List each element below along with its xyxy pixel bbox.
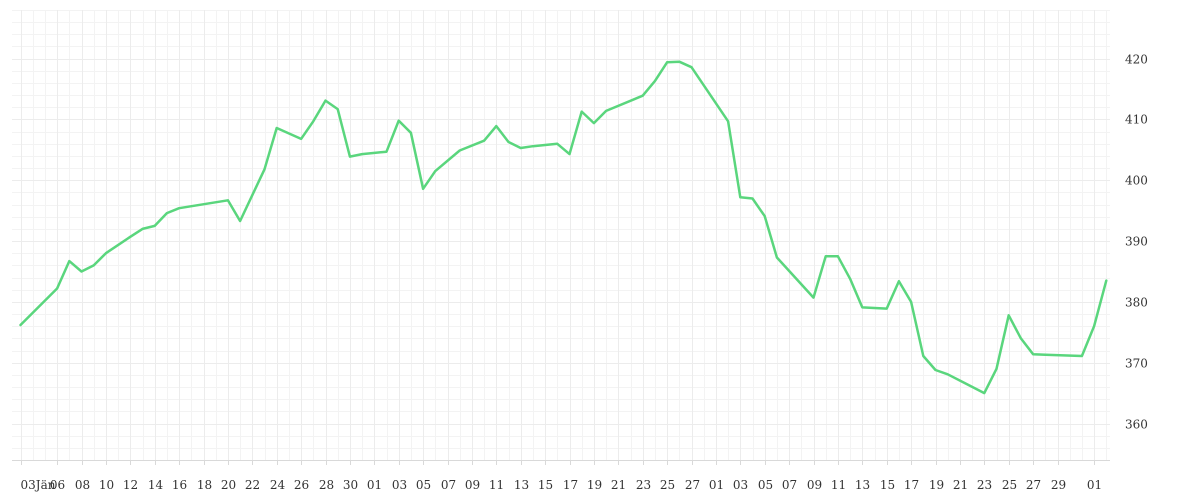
x-tick-label: 09 bbox=[465, 478, 480, 492]
x-tick-label: 18 bbox=[197, 478, 212, 492]
x-tick-label: 03 bbox=[733, 478, 748, 492]
x-tick-label: 28 bbox=[319, 478, 334, 492]
x-tick-label: 05 bbox=[758, 478, 773, 492]
x-tick-label: 30 bbox=[343, 478, 358, 492]
x-tick-label: 19 bbox=[929, 478, 944, 492]
x-tick-label: 15 bbox=[880, 478, 895, 492]
y-tick-label: 410 bbox=[1125, 113, 1148, 127]
y-tick-label: 390 bbox=[1125, 235, 1148, 249]
x-tick-label: 17 bbox=[904, 478, 919, 492]
major-grid bbox=[12, 10, 1110, 460]
x-tick-label: 22 bbox=[245, 478, 260, 492]
x-tick-label: 03Jän bbox=[21, 478, 56, 492]
y-tick-label: 370 bbox=[1125, 357, 1148, 371]
x-tick-label: 25 bbox=[660, 478, 675, 492]
x-tick-label: 20 bbox=[221, 478, 236, 492]
y-tick-label: 420 bbox=[1125, 53, 1148, 67]
x-tick-label: 11 bbox=[831, 478, 846, 492]
x-tick-label: 23 bbox=[636, 478, 651, 492]
x-tick-label: 10 bbox=[99, 478, 114, 492]
x-tick-label: 01 bbox=[709, 478, 724, 492]
x-tick-label: 13 bbox=[514, 478, 529, 492]
x-tick-label: 16 bbox=[172, 478, 187, 492]
x-tick-label: 01 bbox=[1087, 478, 1102, 492]
x-tick-label: 05 bbox=[416, 478, 431, 492]
x-tick-label: 21 bbox=[953, 478, 968, 492]
x-tick-label: 09 bbox=[807, 478, 822, 492]
x-tick-label: 21 bbox=[611, 478, 626, 492]
x-tick-label: 11 bbox=[489, 478, 504, 492]
y-tick-label: 400 bbox=[1125, 174, 1148, 188]
series-layer bbox=[19, 60, 1108, 395]
x-tick-label: 26 bbox=[294, 478, 309, 492]
x-tick-label: 12 bbox=[123, 478, 138, 492]
x-tick-label: 27 bbox=[685, 478, 700, 492]
y-axis-ticks: 360 370 380 390 400 410 420 bbox=[1125, 53, 1148, 432]
x-tick-label: 19 bbox=[587, 478, 602, 492]
minor-grid bbox=[12, 10, 1110, 461]
y-tick-label: 380 bbox=[1125, 296, 1148, 310]
series-line bbox=[19, 60, 1108, 395]
x-tick-label: 27 bbox=[1026, 478, 1041, 492]
x-tick-label: 07 bbox=[441, 478, 456, 492]
x-tick-label: 23 bbox=[977, 478, 992, 492]
x-tick-label: 14 bbox=[148, 478, 164, 492]
x-tick-label: 08 bbox=[75, 478, 90, 492]
x-tick-label: 17 bbox=[563, 478, 578, 492]
x-tick-label: 24 bbox=[270, 478, 286, 492]
x-tick-label: 25 bbox=[1002, 478, 1017, 492]
x-tick-label: 03 bbox=[392, 478, 407, 492]
x-tick-label: 15 bbox=[538, 478, 553, 492]
x-tick-label: 07 bbox=[782, 478, 797, 492]
x-tick-label: 06 bbox=[50, 478, 65, 492]
y-tick-label: 360 bbox=[1125, 418, 1148, 432]
x-tick-label: 29 bbox=[1051, 478, 1066, 492]
x-tick-label: 01 bbox=[367, 478, 382, 492]
x-tick-label: 13 bbox=[855, 478, 870, 492]
